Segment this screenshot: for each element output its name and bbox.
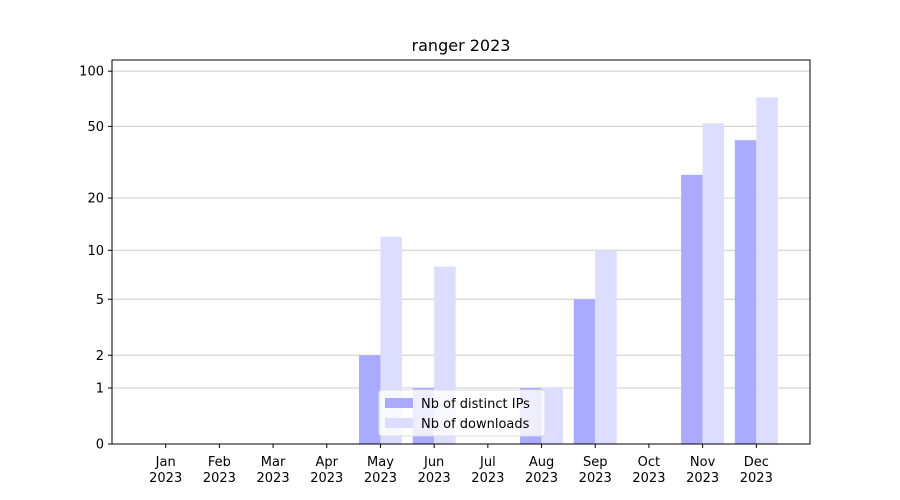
x-tick-label: Jul 2023 bbox=[471, 455, 504, 486]
x-tick-label-line: 2023 bbox=[257, 471, 290, 486]
x-tick-label: Jun 2023 bbox=[418, 455, 451, 486]
x-tick-label-line: Apr bbox=[316, 455, 339, 470]
legend-label: Nb of downloads bbox=[421, 417, 530, 432]
bar bbox=[358, 355, 381, 444]
y-tick-label: 2 bbox=[96, 349, 104, 364]
x-tick-label: Sep 2023 bbox=[579, 455, 612, 486]
bar bbox=[681, 174, 703, 444]
x-tick-label-line: May bbox=[367, 455, 394, 470]
x-tick-label-line: Jul bbox=[479, 455, 496, 470]
bar bbox=[702, 123, 725, 444]
x-tick-label: May 2023 bbox=[364, 455, 397, 486]
x-tick-label: Feb 2023 bbox=[203, 455, 236, 486]
y-tick-label: 10 bbox=[87, 244, 104, 259]
y-tick-label: 20 bbox=[87, 192, 104, 207]
x-tick-label-line: Oct bbox=[638, 455, 660, 470]
y-tick-label: 100 bbox=[79, 65, 104, 80]
bar bbox=[573, 299, 596, 444]
x-tick-label-line: Jan bbox=[155, 455, 176, 470]
x-tick-label: Aug 2023 bbox=[525, 455, 558, 486]
x-tick-label-line: 2023 bbox=[632, 471, 665, 486]
x-tick-label: Oct 2023 bbox=[632, 455, 665, 486]
x-tick-label: Mar 2023 bbox=[257, 455, 290, 486]
x-tick-label-line: 2023 bbox=[686, 471, 719, 486]
x-tick-label-line: 2023 bbox=[418, 471, 451, 486]
x-tick-label-line: 2023 bbox=[364, 471, 397, 486]
x-tick-label-line: 2023 bbox=[471, 471, 504, 486]
x-tick-label-line: 2023 bbox=[149, 471, 182, 486]
x-tick-label-line: Aug bbox=[529, 455, 554, 470]
x-tick-label: Dec 2023 bbox=[740, 455, 773, 486]
x-tick-label-line: Nov bbox=[690, 455, 716, 470]
bar bbox=[756, 97, 778, 445]
y-tick-label: 0 bbox=[96, 438, 104, 453]
bar bbox=[595, 250, 617, 444]
chart-title: ranger 2023 bbox=[412, 36, 511, 55]
legend-label: Nb of distinct IPs bbox=[421, 397, 530, 412]
bar bbox=[734, 140, 757, 444]
x-tick-label-line: 2023 bbox=[579, 471, 612, 486]
x-tick-label-line: Sep bbox=[583, 455, 608, 470]
x-tick-label: Nov 2023 bbox=[686, 455, 719, 486]
x-tick-label-line: 2023 bbox=[525, 471, 558, 486]
y-tick-label: 5 bbox=[96, 293, 104, 308]
x-tick-label: Jan 2023 bbox=[149, 455, 182, 486]
legend-box bbox=[378, 389, 546, 437]
x-tick-label-line: Dec bbox=[744, 455, 769, 470]
bar bbox=[541, 388, 564, 444]
legend-swatch bbox=[385, 398, 413, 408]
y-tick-label: 50 bbox=[87, 120, 104, 135]
x-tick-label-line: 2023 bbox=[740, 471, 773, 486]
x-tick-label-line: Feb bbox=[208, 455, 231, 470]
y-tick-label: 1 bbox=[96, 382, 104, 397]
x-tick-label-line: 2023 bbox=[203, 471, 236, 486]
x-tick-label-line: Mar bbox=[261, 455, 286, 470]
x-tick-label: Apr 2023 bbox=[310, 455, 343, 486]
x-tick-label-line: Jun bbox=[423, 455, 444, 470]
legend-swatch bbox=[385, 418, 413, 428]
x-tick-label-line: 2023 bbox=[310, 471, 343, 486]
axes-frame bbox=[111, 59, 811, 445]
